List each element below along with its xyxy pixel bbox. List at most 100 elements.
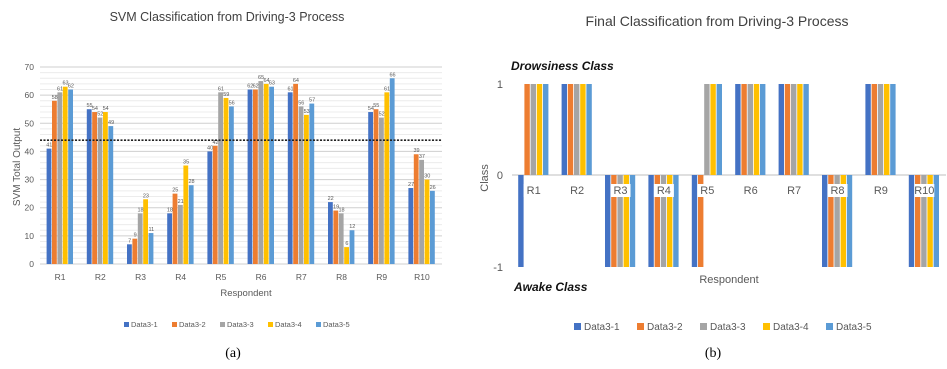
bar-r2-data3-2	[92, 112, 97, 265]
data-label: 64	[263, 78, 269, 84]
bar-r7-data3-4	[797, 84, 803, 175]
x-tick-label: R2	[570, 185, 584, 197]
bar-r8-data3-3	[338, 213, 344, 264]
data-label: 35	[183, 160, 189, 166]
bar-r5-data3-2	[212, 145, 218, 264]
bar-r10-data3-1	[408, 188, 414, 264]
bar-r7-data3-1	[778, 84, 784, 175]
data-label: 42	[212, 140, 218, 146]
x-tick-label-background	[567, 184, 588, 197]
legend-swatch	[826, 323, 833, 330]
bar-r3-data3-2	[611, 175, 617, 267]
legend-label: Data3-4	[773, 322, 809, 333]
bar-r7-data3-5	[309, 103, 315, 264]
data-label: 62	[253, 84, 259, 90]
data-label: 22	[328, 196, 334, 202]
data-label: 56	[298, 100, 304, 106]
bar-r8-data3-4	[840, 175, 846, 267]
bar-r7-data3-5	[803, 84, 809, 175]
bar-r6-data3-3	[258, 81, 264, 264]
bar-r7-data3-3	[791, 84, 797, 175]
bar-r10-data3-2	[915, 175, 921, 267]
x-tick-label: R4	[175, 272, 186, 282]
legend-label: Data3-4	[275, 320, 302, 329]
data-label: 65	[258, 75, 264, 81]
data-label: 21	[178, 199, 184, 205]
bar-r4-data3-2	[654, 175, 660, 267]
x-tick-label: R10	[414, 272, 430, 282]
caption-a: (a)	[225, 346, 241, 361]
chart-a-title: SVM Classification from Driving-3 Proces…	[110, 10, 345, 24]
bar-r10-data3-2	[413, 154, 419, 264]
chart-b-x-tick-labels: R1 R2 R3 R4 R5 R6 R7 R8 R9 R10	[523, 184, 934, 197]
data-label: 63	[269, 81, 275, 87]
bar-r8-data3-2	[333, 210, 339, 264]
data-label: 30	[424, 174, 430, 180]
chart-a-legend: Data3-1 Data3-2 Data3-3 Data3-4 Data3-5	[124, 320, 350, 329]
x-tick-label-background	[827, 184, 848, 197]
legend-swatch	[220, 322, 225, 327]
bar-r1-data3-5	[68, 89, 73, 264]
data-label: 59	[223, 92, 229, 98]
bar-r2-data3-3	[97, 117, 103, 265]
x-tick-label: R4	[657, 185, 671, 197]
data-label: 58	[52, 95, 58, 101]
data-label: 40	[207, 145, 213, 151]
x-tick-label-background	[653, 184, 674, 197]
bar-r9-data3-4	[884, 84, 890, 175]
bar-r1-data3-2	[52, 100, 57, 265]
data-label: 53	[304, 109, 310, 115]
bar-r6-data3-1	[247, 89, 253, 264]
bar-r3-data3-1	[605, 175, 611, 267]
bar-r2-data3-4	[580, 84, 586, 175]
legend-label: Data3-2	[647, 322, 683, 333]
y-tick-label: 20	[25, 203, 35, 213]
x-tick-label-background	[610, 184, 631, 197]
x-tick-label-background	[523, 184, 544, 197]
bar-r10-data3-3	[921, 175, 927, 267]
bar-r6-data3-3	[747, 84, 753, 175]
legend-swatch	[172, 322, 177, 327]
bar-r9-data3-2	[871, 84, 877, 175]
y-tick-label: 50	[25, 118, 35, 128]
data-label: 49	[108, 120, 114, 126]
bar-r3-data3-4	[623, 175, 629, 267]
bar-r4-data3-3	[660, 175, 667, 267]
bar-r3-data3-1	[127, 244, 132, 264]
bar-r9-data3-4	[384, 92, 390, 264]
bar-r1-data3-3	[57, 92, 63, 264]
chart-b-x-axis-label: Respondent	[699, 274, 758, 286]
y-tick-label: 0	[497, 170, 503, 182]
bar-r3-data3-5	[148, 233, 154, 264]
y-tick-label: 10	[25, 231, 35, 241]
x-tick-label: R6	[744, 185, 758, 197]
x-tick-label: R5	[215, 272, 226, 282]
bar-r1-data3-1	[46, 148, 52, 264]
legend-swatch	[637, 323, 644, 330]
data-label: 61	[57, 86, 63, 92]
data-label: 52	[379, 112, 385, 118]
legend-swatch	[574, 323, 581, 330]
data-label: 62	[247, 84, 253, 90]
data-label: 66	[389, 72, 395, 78]
bar-r6-data3-4	[263, 83, 269, 264]
bar-r7-data3-3	[298, 106, 304, 265]
bar-r6-data3-2	[741, 84, 747, 175]
bar-r1-data3-2	[524, 84, 530, 175]
x-tick-label: R3	[613, 185, 627, 197]
bar-r7-data3-2	[784, 84, 791, 175]
legend-swatch	[700, 323, 707, 330]
bar-r5-data3-2	[698, 175, 704, 267]
legend-label: Data3-5	[323, 320, 350, 329]
bar-r4-data3-1	[167, 213, 172, 264]
bar-r2-data3-5	[586, 84, 592, 175]
legend-swatch	[763, 323, 770, 330]
data-label: 25	[172, 188, 178, 194]
x-tick-label: R9	[376, 272, 387, 282]
bar-r4-data3-4	[667, 175, 673, 267]
bar-r3-data3-5	[629, 175, 636, 267]
y-tick-label: -1	[493, 262, 503, 274]
bar-r6-data3-5	[269, 86, 274, 264]
